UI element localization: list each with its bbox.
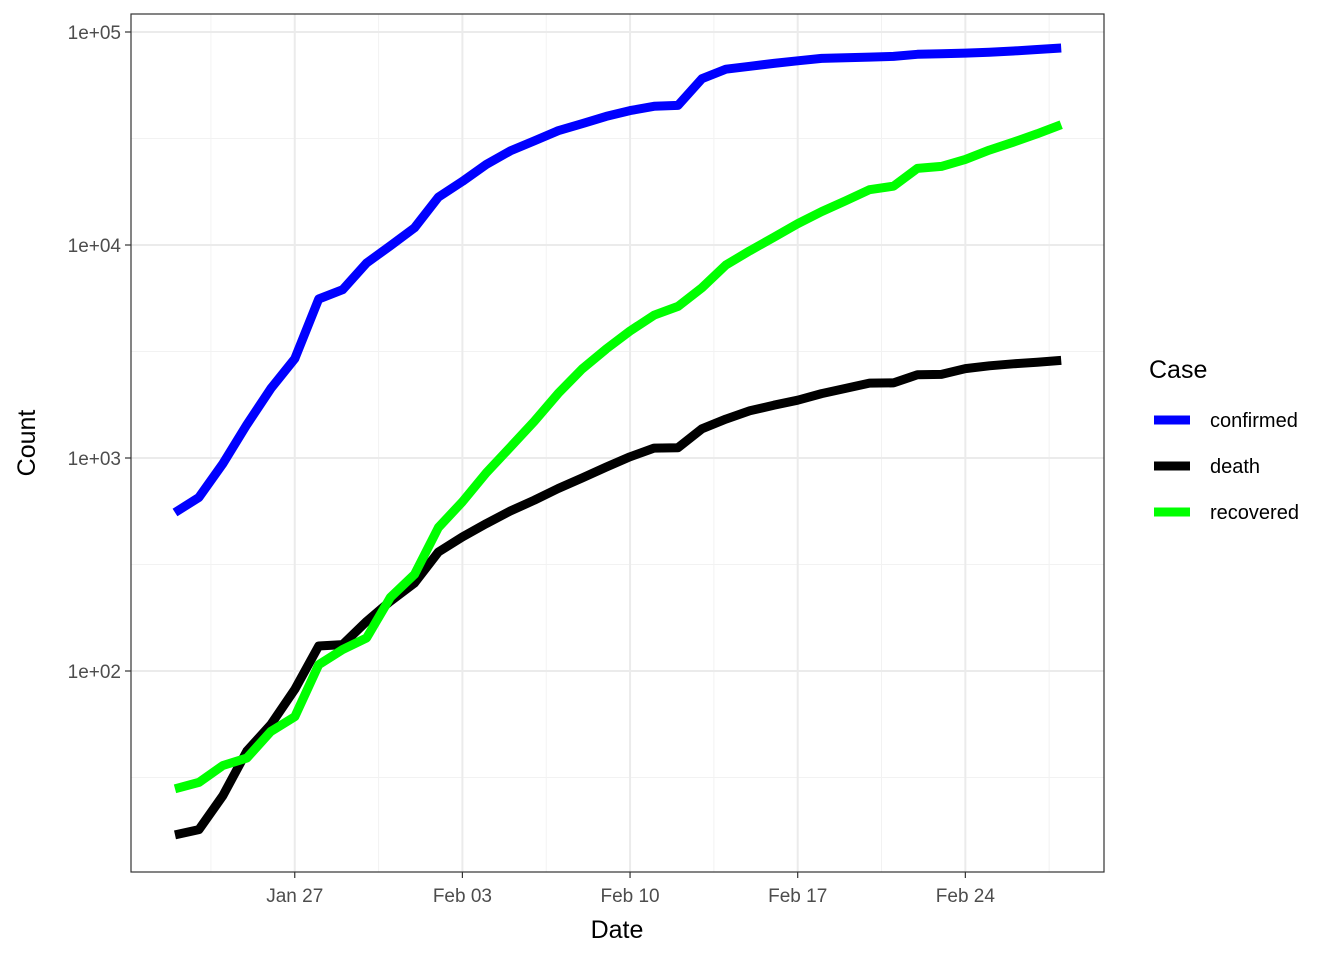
- x-axis-ticks: Jan 27 Feb 03 Feb 10 Feb 17 Feb 24: [266, 872, 995, 907]
- x-tick-label: Feb 03: [433, 886, 492, 907]
- x-tick-label: Feb 17: [768, 886, 827, 907]
- legend-label-recovered: recovered: [1210, 502, 1299, 524]
- y-axis-title: Count: [13, 410, 41, 477]
- series-line-confirmed: [172, 43, 1062, 517]
- plot-panel-border: [130, 13, 1105, 873]
- y-tick-label: 1e+05: [68, 23, 121, 44]
- legend: Case confirmed death recovered: [1149, 356, 1299, 524]
- series-lines: [172, 43, 1063, 840]
- legend-label-death: death: [1210, 456, 1260, 478]
- legend-title: Case: [1149, 356, 1207, 384]
- y-tick-label: 1e+02: [68, 662, 121, 683]
- x-tick-label: Jan 27: [266, 886, 323, 907]
- x-tick-label: Feb 24: [936, 886, 996, 907]
- legend-label-confirmed: confirmed: [1210, 410, 1298, 432]
- y-tick-label: 1e+04: [68, 236, 122, 257]
- y-tick-label: 1e+03: [68, 449, 121, 470]
- x-axis-title: Date: [591, 916, 644, 944]
- y-axis-ticks: 1e+02 1e+03 1e+04 1e+05: [68, 23, 131, 683]
- x-tick-label: Feb 10: [600, 886, 659, 907]
- series-line-death: [174, 355, 1062, 840]
- series-line-recovered: [173, 120, 1063, 794]
